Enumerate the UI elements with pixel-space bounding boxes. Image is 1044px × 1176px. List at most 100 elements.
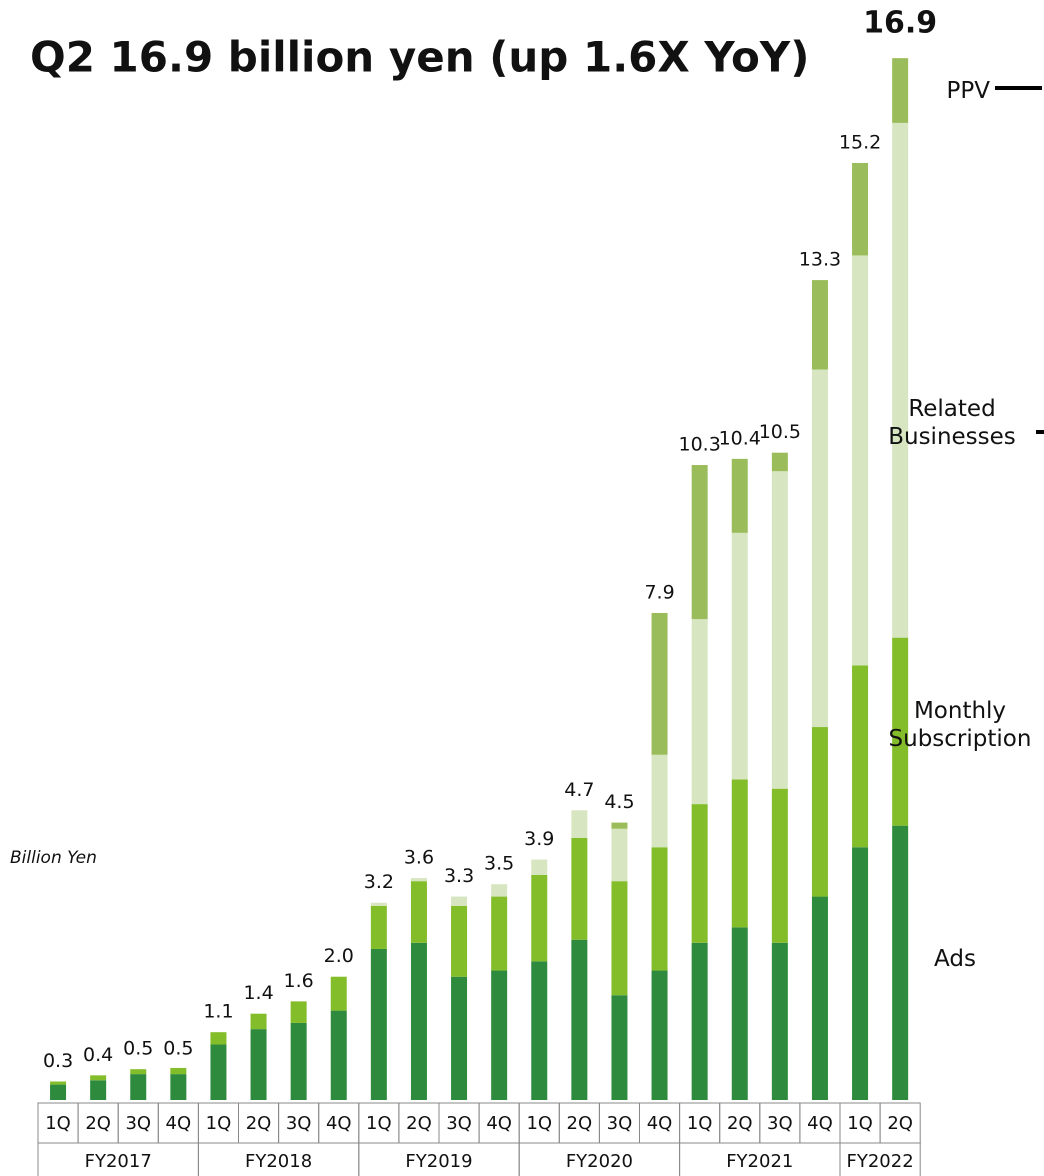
bar-segment: [571, 939, 588, 1100]
x-tick-label: 2Q: [567, 1113, 593, 1134]
bar-segment: [651, 754, 668, 848]
total-label: 10.5: [759, 421, 801, 443]
total-label: 1.4: [243, 982, 273, 1004]
total-label: 3.3: [444, 865, 474, 887]
x-tick-label: 1Q: [206, 1113, 232, 1134]
x-tick-label: 1Q: [687, 1113, 713, 1134]
bar-segment: [731, 779, 748, 928]
total-label: 0.4: [83, 1044, 113, 1066]
bar-segment: [651, 847, 668, 971]
legend-label: Monthly Subscription: [888, 698, 1032, 752]
bar-segment: [410, 881, 427, 943]
bar-segment: [250, 1029, 267, 1100]
bar-segment: [290, 1022, 307, 1100]
bar-segment: [170, 1067, 187, 1075]
bar-segment: [410, 942, 427, 1100]
bar-segment: [370, 948, 387, 1100]
bar-segment: [571, 838, 588, 940]
x-tick-label: 3Q: [125, 1113, 151, 1134]
bar-segment: [691, 942, 708, 1100]
total-label: 0.3: [43, 1050, 73, 1072]
bar-segment: [611, 881, 628, 996]
total-label: 3.2: [364, 871, 394, 893]
bar-segment: [852, 847, 869, 1100]
bar-segment: [531, 859, 548, 875]
x-tick-label: 4Q: [807, 1113, 833, 1134]
x-tick-label: 1Q: [847, 1113, 873, 1134]
bar-segment: [852, 162, 869, 256]
bar-segment: [892, 825, 909, 1100]
x-tick-label: 1Q: [526, 1113, 552, 1134]
x-tick-label: 3Q: [607, 1113, 633, 1134]
total-label: 0.5: [123, 1038, 153, 1060]
total-label: 4.5: [604, 791, 634, 813]
total-label: 1.6: [284, 970, 314, 992]
bar-segment: [731, 458, 748, 533]
bar-segment: [811, 727, 828, 897]
bar-segment: [491, 896, 508, 971]
bar-segment: [410, 878, 427, 882]
bar-segment: [611, 828, 628, 882]
bar-segment: [130, 1074, 147, 1100]
group-label: FY2019: [405, 1151, 472, 1172]
x-tick-label: 4Q: [486, 1113, 512, 1134]
total-label: 3.6: [404, 847, 434, 869]
bar-segment: [330, 976, 347, 1011]
bar-segment: [691, 804, 708, 943]
bar-segment: [771, 942, 788, 1100]
total-label: 13.3: [799, 249, 841, 271]
bar-segment: [771, 471, 788, 789]
x-tick-label: 3Q: [286, 1113, 312, 1134]
bar-segment: [210, 1044, 227, 1100]
bar-segment: [651, 970, 668, 1100]
x-tick-label: 4Q: [647, 1113, 673, 1134]
bar-segment: [531, 961, 548, 1100]
total-label: 16.9: [863, 6, 937, 41]
chart-title: Q2 16.9 billion yen (up 1.6X YoY): [30, 33, 809, 82]
bar-segment: [90, 1080, 107, 1100]
total-label: 1.1: [203, 1001, 233, 1023]
total-label: 7.9: [644, 581, 674, 603]
total-label: 4.7: [564, 779, 594, 801]
group-label: FY2017: [85, 1151, 152, 1172]
bar-segment: [811, 896, 828, 1100]
bar-segment: [892, 637, 909, 826]
bar-segment: [691, 619, 708, 805]
bar-segment: [691, 465, 708, 620]
total-label: 0.5: [163, 1038, 193, 1060]
group-label: FY2018: [245, 1151, 312, 1172]
legend-label: Related Businesses: [888, 396, 1016, 450]
bar-segment: [451, 905, 468, 977]
x-tick-label: 3Q: [767, 1113, 793, 1134]
bar-segment: [370, 902, 387, 906]
bar-segment: [330, 1010, 347, 1100]
unit-label: Billion Yen: [10, 848, 97, 868]
bar-segment: [771, 788, 788, 943]
bar-segment: [731, 927, 748, 1100]
bar-segment: [651, 612, 668, 755]
bar-segment: [250, 1013, 267, 1030]
x-tick-label: 2Q: [85, 1113, 111, 1134]
total-label: 3.9: [524, 828, 554, 850]
group-label: FY2021: [726, 1151, 793, 1172]
legend-label: Ads: [934, 946, 976, 972]
bar-segment: [892, 58, 909, 123]
total-label: 10.3: [678, 434, 720, 456]
bar-segment: [90, 1075, 107, 1081]
bar-segment: [210, 1032, 227, 1045]
bar-segment: [290, 1001, 307, 1023]
bar-segment: [370, 905, 387, 949]
bar-segment: [852, 255, 869, 666]
total-label: 10.4: [719, 427, 761, 449]
bar-segment: [451, 976, 468, 1100]
x-tick-label: 1Q: [45, 1113, 71, 1134]
x-tick-label: 3Q: [446, 1113, 472, 1134]
group-cell: [839, 1142, 921, 1176]
x-tick-label: 2Q: [406, 1113, 432, 1134]
bar-segment: [852, 665, 869, 848]
bar-segment: [771, 452, 788, 472]
x-tick-label: 4Q: [326, 1113, 352, 1134]
x-tick-label: 2Q: [246, 1113, 272, 1134]
